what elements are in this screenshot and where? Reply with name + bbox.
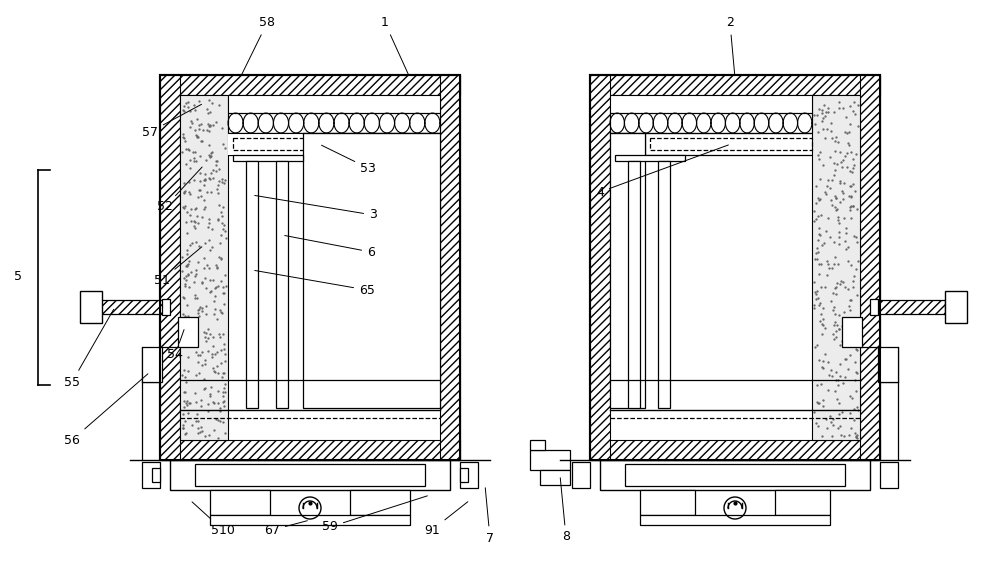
Text: 2: 2 bbox=[726, 17, 735, 76]
Bar bbox=[600, 460, 870, 490]
Bar bbox=[530, 440, 545, 450]
Bar bbox=[160, 75, 460, 460]
Text: 52: 52 bbox=[157, 167, 202, 213]
Bar bbox=[276, 161, 288, 408]
Bar bbox=[311, 141, 432, 400]
Bar bbox=[246, 161, 258, 408]
Bar bbox=[590, 75, 880, 460]
Text: 6: 6 bbox=[285, 236, 375, 259]
Bar bbox=[610, 113, 812, 133]
Bar bbox=[228, 95, 440, 113]
Bar bbox=[540, 470, 570, 485]
Text: 58: 58 bbox=[241, 17, 275, 76]
Text: 57: 57 bbox=[142, 104, 202, 138]
Bar bbox=[233, 138, 405, 150]
Text: 91: 91 bbox=[424, 502, 468, 537]
Bar bbox=[142, 347, 162, 382]
Bar bbox=[228, 133, 440, 155]
Bar bbox=[160, 440, 460, 460]
Bar bbox=[233, 155, 303, 161]
Bar bbox=[572, 462, 590, 488]
Bar bbox=[160, 75, 460, 460]
Bar bbox=[170, 460, 450, 490]
Bar bbox=[303, 133, 440, 408]
Bar bbox=[650, 138, 812, 150]
Text: 54: 54 bbox=[167, 329, 184, 362]
Text: 5: 5 bbox=[14, 271, 22, 284]
Bar bbox=[640, 490, 695, 515]
Bar bbox=[860, 75, 880, 460]
Bar bbox=[590, 75, 880, 95]
Bar bbox=[152, 468, 160, 482]
Bar bbox=[590, 440, 880, 460]
Bar bbox=[228, 113, 440, 133]
Text: 67: 67 bbox=[264, 521, 307, 537]
Bar bbox=[640, 515, 830, 525]
Text: 510: 510 bbox=[192, 502, 235, 537]
Bar bbox=[80, 291, 102, 323]
Bar bbox=[178, 317, 198, 347]
Bar bbox=[628, 161, 640, 408]
Bar bbox=[658, 161, 670, 408]
Text: 8: 8 bbox=[560, 478, 570, 543]
Bar bbox=[875, 300, 945, 314]
Text: 65: 65 bbox=[255, 271, 375, 296]
Bar bbox=[195, 464, 425, 486]
Bar bbox=[945, 291, 967, 323]
Bar bbox=[615, 155, 685, 161]
Bar bbox=[460, 468, 468, 482]
Text: 7: 7 bbox=[485, 488, 494, 545]
Text: 4: 4 bbox=[596, 145, 728, 198]
Bar bbox=[870, 299, 878, 315]
Bar bbox=[610, 95, 812, 113]
Bar bbox=[180, 95, 228, 440]
Bar bbox=[610, 133, 645, 408]
Bar bbox=[878, 347, 898, 382]
Text: 55: 55 bbox=[64, 309, 114, 388]
Bar bbox=[460, 462, 478, 488]
Bar bbox=[880, 462, 898, 488]
Bar bbox=[160, 75, 180, 460]
Text: 53: 53 bbox=[321, 145, 376, 174]
Bar bbox=[590, 75, 880, 460]
Bar bbox=[842, 317, 862, 347]
Bar bbox=[210, 490, 270, 515]
Text: 56: 56 bbox=[64, 374, 148, 447]
Text: 59: 59 bbox=[322, 496, 427, 534]
Bar bbox=[530, 450, 570, 470]
Text: 3: 3 bbox=[255, 196, 377, 221]
Bar bbox=[625, 464, 845, 486]
Bar bbox=[775, 490, 830, 515]
Bar bbox=[350, 490, 410, 515]
Text: 51: 51 bbox=[154, 247, 202, 287]
Bar bbox=[95, 300, 165, 314]
Bar bbox=[590, 75, 610, 460]
Bar bbox=[160, 75, 460, 95]
Text: 1: 1 bbox=[381, 17, 409, 76]
Bar bbox=[162, 299, 170, 315]
Bar bbox=[142, 462, 160, 488]
Bar bbox=[210, 515, 410, 525]
Bar bbox=[440, 75, 460, 460]
Bar bbox=[812, 95, 860, 440]
